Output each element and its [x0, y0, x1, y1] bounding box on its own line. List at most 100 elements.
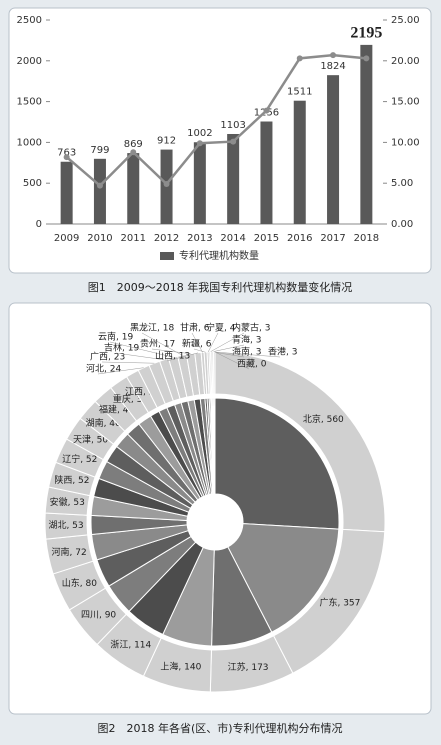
slice-label: 辽宁, 52 — [62, 453, 97, 465]
marker — [63, 154, 70, 161]
slice-label: 香港, 3 — [268, 346, 297, 358]
slice-label: 湖北, 53 — [48, 520, 83, 531]
x-tick-label: 2009 — [54, 233, 79, 244]
marker — [330, 52, 337, 59]
slice-label: 西藏, 0 — [237, 358, 267, 370]
y2-tick-label: 20.00 — [391, 56, 420, 67]
panel — [8, 7, 432, 274]
leader-line — [207, 332, 219, 353]
x-tick-label: 2016 — [287, 233, 312, 244]
bar — [60, 161, 73, 224]
data-label: 869 — [124, 139, 143, 150]
slice-label: 贵州, 17 — [140, 338, 175, 350]
y-tick-label: 1000 — [17, 137, 42, 148]
leader-line — [214, 351, 250, 370]
caption: 图2 2018 年各省(区、市)专利代理机构分布情况 — [97, 721, 342, 735]
caption: 图1 2009～2018 年我国专利代理机构数量变化情况 — [88, 280, 352, 294]
x-tick-label: 2015 — [254, 233, 279, 244]
slice-label: 四川, 90 — [81, 610, 116, 620]
slice-label: 北京, 560 — [303, 413, 344, 425]
leader-line — [115, 352, 165, 361]
marker — [96, 182, 103, 189]
leader-line — [166, 352, 199, 362]
bar — [227, 133, 240, 224]
slice-label: 吉林, 19 — [104, 342, 139, 354]
data-label: 912 — [157, 136, 176, 147]
slice-label: 山西, 13 — [155, 351, 190, 362]
data-label: 1103 — [220, 120, 245, 131]
marker — [130, 149, 137, 156]
y2-tick-label: 25.00 — [391, 15, 420, 26]
hole — [187, 494, 243, 550]
x-tick-label: 2017 — [320, 233, 345, 244]
y2-tick-label: 5.00 — [391, 178, 413, 189]
y-tick-label: 0 — [36, 219, 42, 230]
leader-line — [151, 348, 191, 355]
y-tick-label: 1500 — [17, 97, 42, 108]
leader-line — [109, 341, 174, 358]
slice-label: 天津, 50 — [73, 435, 108, 446]
leader-line — [211, 344, 245, 353]
bar — [360, 44, 373, 224]
bar — [293, 100, 306, 224]
slice-label: 浙江, 114 — [110, 638, 151, 650]
leader-line — [97, 367, 144, 375]
marker — [296, 55, 303, 62]
slice-label: 黑龙江, 18 — [130, 322, 174, 334]
slice-label: 山东, 80 — [62, 577, 97, 589]
data-label: 1002 — [187, 128, 212, 139]
legend-label: 专利代理机构数量 — [179, 249, 259, 262]
legend-swatch — [160, 252, 174, 260]
slice-label: 新疆, 6 — [182, 338, 212, 350]
y2-tick-label: 10.00 — [391, 137, 420, 148]
slice-label: 河北, 24 — [86, 363, 121, 375]
bar — [93, 158, 106, 224]
slice-label: 宁夏, 4 — [206, 322, 236, 334]
y2-tick-label: 15.00 — [391, 97, 420, 108]
leader-line — [212, 351, 245, 358]
y-tick-label: 2000 — [17, 56, 42, 67]
marker — [230, 138, 237, 145]
x-tick-label: 2012 — [154, 233, 179, 244]
y-tick-label: 500 — [23, 178, 42, 189]
slice-label: 广东, 357 — [319, 597, 360, 609]
marker — [196, 140, 203, 147]
leader-line — [193, 348, 206, 353]
leader-line — [214, 351, 281, 358]
x-tick-label: 2013 — [187, 233, 212, 244]
data-label: 2195 — [350, 25, 382, 42]
bar — [127, 153, 140, 224]
slice-label: 陕西, 52 — [54, 474, 89, 486]
slice-label: 江西, 27 — [125, 386, 160, 397]
slice-label: 上海, 140 — [160, 661, 201, 673]
data-label: 1511 — [287, 87, 312, 98]
x-tick-label: 2010 — [87, 233, 112, 244]
bar — [327, 75, 340, 225]
leader-line — [191, 332, 203, 353]
slice-label: 云南, 19 — [98, 331, 133, 343]
slice-label: 甘肃, 6 — [180, 322, 210, 334]
slice-label: 海南, 3 — [232, 346, 261, 358]
leader-line — [209, 332, 245, 353]
marker — [163, 181, 170, 188]
data-label: 763 — [57, 148, 76, 159]
marker — [363, 55, 370, 62]
slice-label: 青海, 3 — [232, 334, 261, 346]
slice-label: 河南, 72 — [52, 546, 87, 558]
data-label: 799 — [90, 145, 109, 156]
x-tick-label: 2011 — [121, 233, 146, 244]
slice-label: 江苏, 173 — [228, 661, 269, 673]
x-tick-label: 2018 — [354, 233, 379, 244]
y-tick-label: 2500 — [17, 15, 42, 26]
data-label: 1824 — [320, 61, 345, 72]
line — [65, 53, 367, 188]
slice-label: 内蒙古, 3 — [232, 322, 270, 334]
slice-label: 广西, 23 — [90, 351, 125, 363]
bar — [193, 142, 206, 224]
bar — [260, 121, 273, 224]
leader-line — [141, 332, 183, 356]
y2-tick-label: 0.00 — [391, 219, 413, 230]
slice-label: 安徽, 53 — [50, 496, 85, 508]
